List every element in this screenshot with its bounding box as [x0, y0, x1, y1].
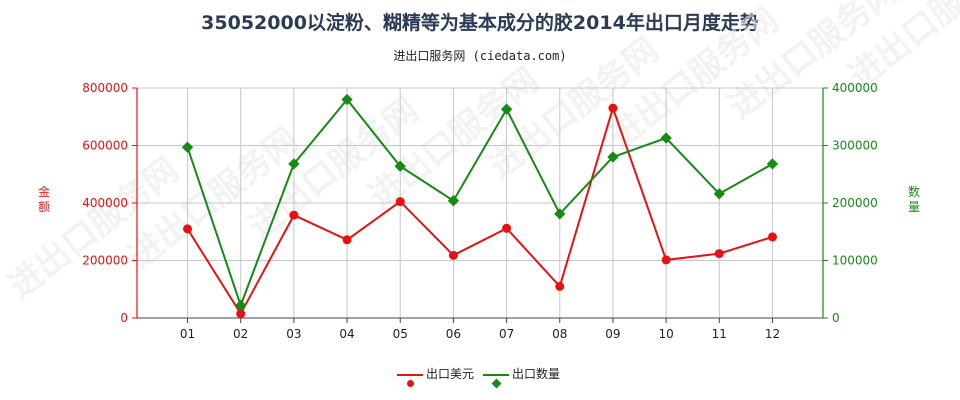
x-tick-label: 08 — [552, 327, 567, 341]
data-point-quantity — [235, 299, 247, 312]
y-left-tick-label: 800000 — [82, 81, 128, 95]
x-tick-label: 01 — [180, 327, 195, 341]
data-point-amount — [608, 103, 618, 113]
data-point-quantity — [766, 158, 779, 170]
y-left-tick-label: 400000 — [82, 196, 128, 210]
data-point-quantity — [500, 103, 513, 115]
x-tick-label: 05 — [393, 327, 408, 341]
data-point-amount — [502, 223, 512, 233]
y-left-tick-label: 0 — [120, 311, 128, 325]
data-point-quantity — [607, 151, 619, 163]
x-tick-label: 12 — [765, 327, 780, 341]
data-point-quantity — [288, 158, 300, 170]
series-quantity — [181, 93, 779, 312]
x-tick-label: 04 — [339, 327, 354, 341]
data-point-quantity — [394, 160, 406, 172]
data-point-amount — [661, 255, 671, 265]
legend-label-amount: 出口美元 — [426, 367, 475, 381]
x-tick-label: 06 — [446, 327, 461, 341]
data-point-amount — [555, 281, 565, 291]
x-tick-label: 11 — [712, 327, 727, 341]
x-ticks: 01 02 03 04 05 06 07 08 09 10 11 12 — [180, 318, 780, 341]
x-tick-label: 09 — [605, 327, 620, 341]
y-right-tick-label: 100000 — [832, 254, 878, 268]
grid — [137, 87, 823, 318]
data-point-quantity — [181, 141, 194, 153]
legend-marker-amount — [407, 380, 414, 387]
y-right-tick-label: 0 — [832, 311, 840, 325]
data-point-amount — [448, 250, 458, 260]
data-point-quantity — [660, 132, 672, 144]
data-point-amount — [183, 224, 193, 234]
data-point-amount — [395, 197, 405, 207]
y-left-tick-label: 200000 — [82, 254, 128, 268]
x-tick-label: 07 — [499, 327, 514, 341]
legend-swatch-quantity — [483, 374, 509, 389]
data-point-amount — [236, 309, 246, 319]
legend: 出口美元 出口数量 — [0, 365, 960, 389]
series — [181, 93, 779, 319]
legend-swatch-amount — [397, 374, 423, 387]
x-tick-label: 02 — [233, 327, 248, 341]
chart-subtitle: 进出口服务网 (ciedata.com) — [393, 49, 567, 63]
y-right-tick-label: 200000 — [832, 196, 878, 210]
data-point-amount — [714, 249, 724, 259]
y-axis-right-title: 数量 — [907, 185, 920, 214]
data-point-amount — [767, 232, 777, 242]
series-line-quantity — [186, 97, 773, 309]
y-right-tick-label: 400000 — [832, 81, 878, 95]
chart-title: 35052000以淀粉、糊精等为基本成分的胶2014年出口月度走势 — [201, 12, 759, 34]
data-point-quantity — [554, 208, 566, 220]
data-point-quantity — [713, 188, 725, 200]
data-point-amount — [342, 235, 352, 245]
x-tick-label: 03 — [286, 327, 301, 341]
legend-label-quantity: 出口数量 — [512, 367, 561, 381]
data-point-amount — [289, 210, 299, 220]
series-line-amount — [186, 104, 773, 316]
data-point-quantity — [447, 195, 460, 207]
y-right-ticks: 0 100000 200000 300000 400000 — [823, 81, 878, 325]
y-left-ticks: 0 200000 400000 600000 800000 — [82, 81, 137, 325]
series-amount — [183, 103, 777, 319]
y-axis-left-title: 金额 — [37, 185, 50, 214]
y-right-tick-label: 300000 — [832, 139, 878, 153]
x-tick-label: 10 — [658, 327, 673, 341]
y-left-tick-label: 600000 — [82, 139, 128, 153]
